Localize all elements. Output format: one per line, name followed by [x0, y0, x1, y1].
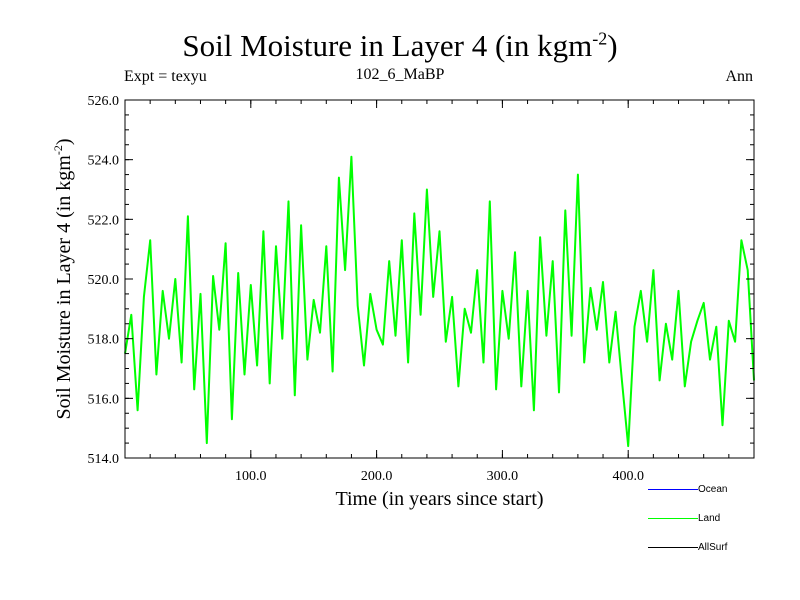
series-line-land	[124, 155, 755, 448]
legend-item-allsurf: AllSurf	[648, 542, 727, 553]
experiment-label: Expt = texyu	[124, 68, 207, 85]
x-tick-label: 200.0	[361, 469, 393, 484]
legend-label-land: Land	[698, 513, 721, 524]
y-tick-label: 520.0	[88, 273, 120, 288]
legend-swatch-land	[648, 517, 698, 519]
legend-item-ocean: Ocean	[648, 484, 727, 495]
y-tick-label: 524.0	[88, 154, 120, 169]
y-tick-label: 526.0	[88, 94, 120, 109]
legend-swatch-allsurf	[648, 546, 698, 548]
y-tick-label: 514.0	[88, 452, 120, 467]
x-tick-label: 100.0	[235, 469, 267, 484]
chart-title: Soil Moisture in Layer 4 (in kgm-2)	[182, 28, 618, 63]
x-tick-label: 300.0	[487, 469, 519, 484]
period-label: Ann	[725, 68, 753, 85]
legend-label-allsurf: AllSurf	[698, 542, 728, 553]
y-tick-label: 518.0	[88, 333, 120, 348]
plot-frame	[124, 99, 755, 459]
x-axis-label: Time (in years since start)	[335, 488, 543, 510]
legend-swatch-ocean	[648, 488, 698, 490]
legend-item-land: Land	[648, 513, 720, 524]
y-tick-label: 516.0	[88, 392, 120, 407]
y-tick-label: 522.0	[88, 213, 120, 228]
y-axis-label: Soil Moisture in Layer 4 (in kgm-2)	[51, 138, 75, 419]
x-tick-label: 400.0	[612, 469, 644, 484]
experiment-id-label: 102_6_MaBP	[355, 66, 445, 83]
legend-label-ocean: Ocean	[698, 484, 728, 495]
